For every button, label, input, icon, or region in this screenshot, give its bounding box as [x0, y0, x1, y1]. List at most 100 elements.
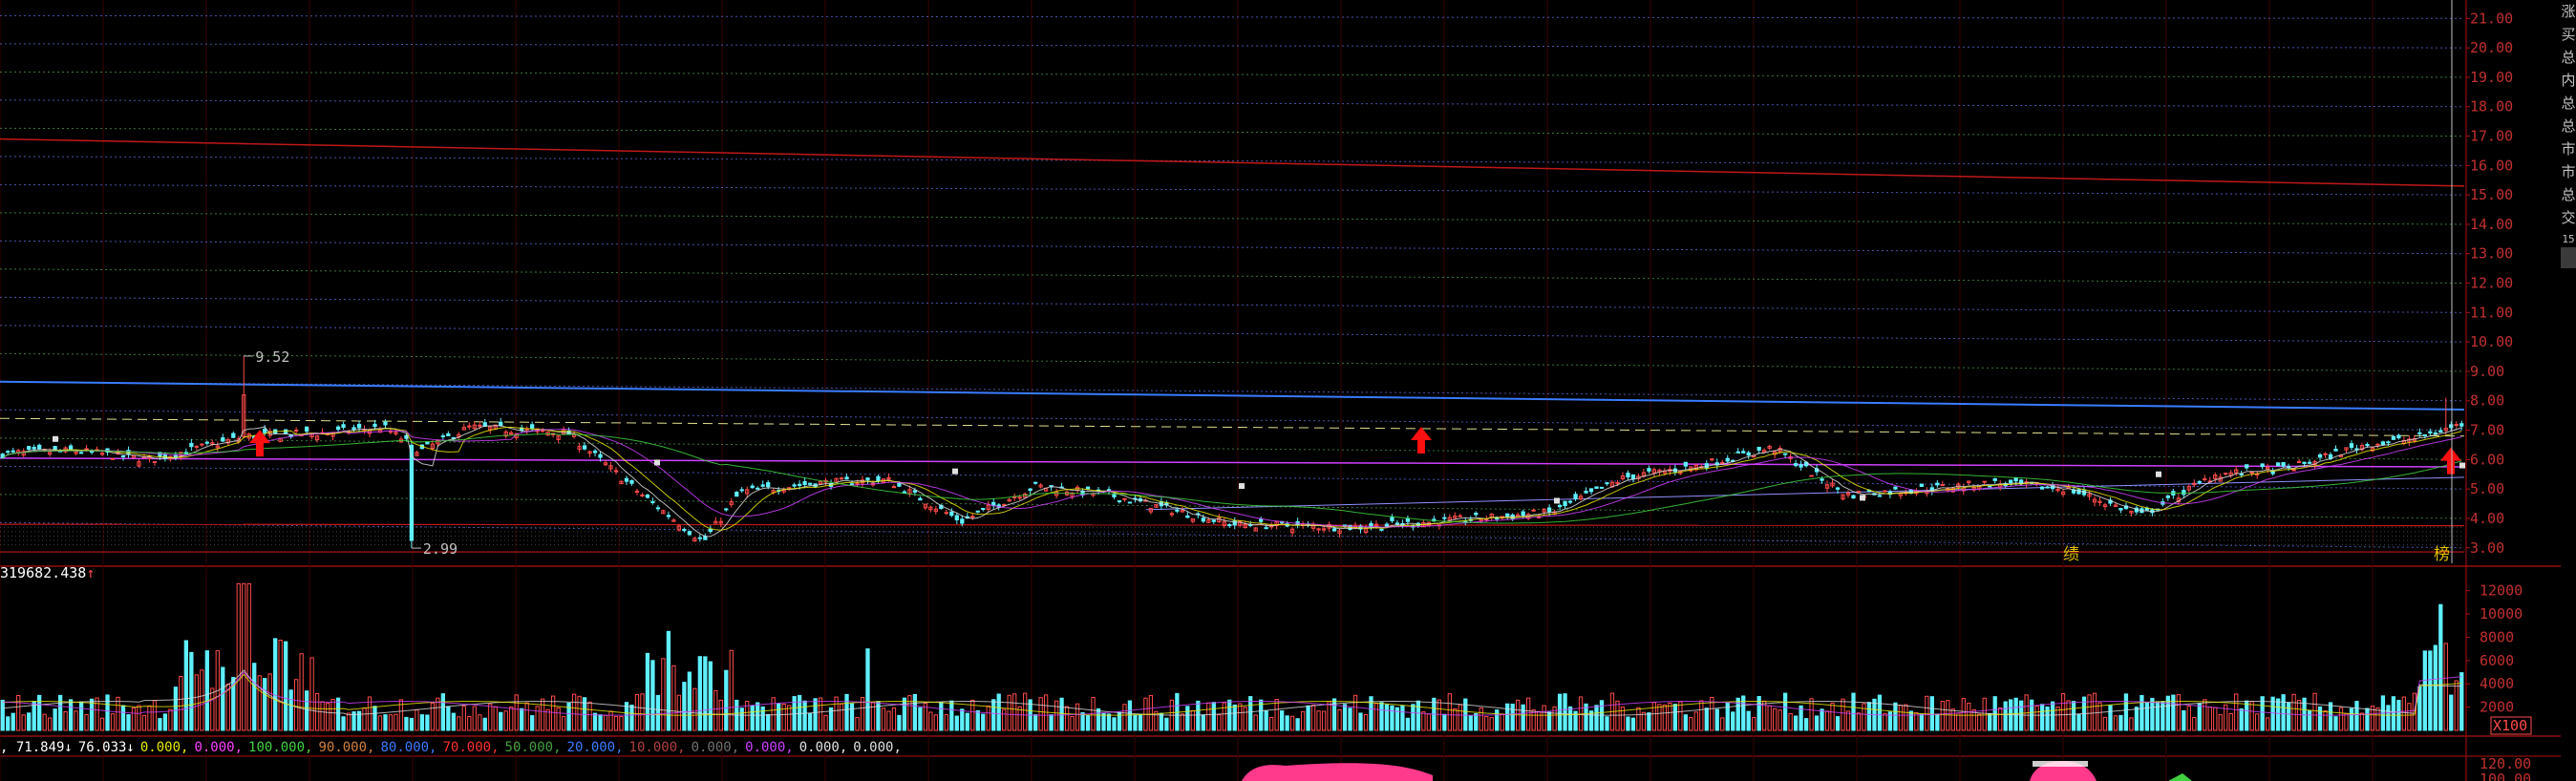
price-tick-label: 3.00	[2470, 539, 2504, 557]
signal-square	[1860, 495, 1865, 501]
candle-body	[2275, 462, 2281, 467]
volume-bar	[1217, 714, 1222, 731]
volume-bar	[860, 697, 865, 731]
volume-bar	[1138, 714, 1143, 731]
candle-body	[1379, 528, 1384, 531]
volume-bar	[2459, 672, 2464, 731]
candle-body	[2113, 504, 2118, 507]
volume-bar	[2140, 694, 2144, 731]
candle-body	[1264, 527, 1268, 530]
volume-bar	[1206, 702, 1211, 731]
volume-bar	[1929, 696, 1934, 731]
volume-bar	[1196, 700, 1201, 731]
volume-bar	[2317, 706, 2323, 731]
candle-body	[152, 461, 158, 464]
candle-body	[1442, 517, 1447, 519]
volume-bar	[1788, 712, 1793, 731]
volume-bar	[467, 716, 472, 731]
indicator-value-11: 0.000,	[691, 740, 740, 755]
volume-ma-line	[2, 669, 2462, 716]
volume-bar	[813, 698, 818, 731]
volume-bar	[849, 703, 855, 731]
volume-bar	[1542, 705, 1546, 731]
volume-bar	[1453, 707, 1458, 731]
candle-body	[1017, 496, 1022, 499]
candle-body	[488, 426, 493, 431]
price-level-line	[0, 14, 2465, 19]
volume-tick-label: 8000	[2480, 628, 2514, 645]
side-info-panel: 涨 买 总 内 总 总 市 市 总 交 15	[2561, 0, 2576, 781]
volume-bar	[1835, 716, 1841, 731]
volume-bar	[577, 695, 582, 731]
candle-body	[1940, 484, 1945, 487]
candle-body	[2192, 482, 2197, 486]
price-level-line	[0, 43, 2465, 49]
side-item-9: 交	[2561, 209, 2576, 226]
candle-body	[2013, 476, 2018, 482]
candle-body	[89, 451, 95, 454]
signal-square	[53, 435, 58, 442]
price-level-line	[0, 381, 2465, 402]
volume-bar	[1154, 710, 1159, 731]
volume-bar	[2312, 692, 2317, 731]
volume-bar	[210, 687, 215, 731]
volume-bar	[1080, 711, 1085, 731]
volume-bar	[1489, 717, 1494, 731]
candle-body	[231, 433, 236, 438]
volume-bar	[2349, 707, 2354, 731]
candle-body	[1746, 452, 1751, 456]
volume-bar	[1647, 712, 1651, 731]
price-level-line	[0, 240, 2465, 255]
indicator-value-6: 80.000,	[380, 740, 437, 755]
price-level-line	[0, 212, 2465, 225]
volume-bar	[1731, 711, 1735, 731]
volume-bar	[2182, 709, 2186, 731]
dashed-level-line	[0, 417, 2465, 437]
volume-bar	[1285, 715, 1289, 731]
candle-body	[2224, 473, 2228, 475]
volume-bar	[95, 697, 99, 731]
volume-bar	[2186, 706, 2191, 731]
candle-body	[1206, 519, 1211, 523]
volume-bar	[2207, 707, 2212, 731]
volume-bar	[981, 713, 986, 731]
volume-bar	[1310, 705, 1316, 731]
volume-bar	[1238, 703, 1243, 731]
volume-bar	[1925, 695, 1929, 731]
volume-bar	[1741, 695, 1746, 731]
candle-body	[2097, 500, 2102, 503]
volume-bar	[991, 699, 996, 731]
volume-bar	[844, 693, 849, 731]
candle-body	[215, 445, 220, 449]
volume-bar	[1222, 702, 1226, 731]
volume-bar	[598, 714, 603, 731]
price-level-line	[0, 521, 2465, 549]
volume-bar	[68, 699, 74, 731]
volume-bar	[1756, 695, 1761, 731]
high-price-label: 9.52	[255, 348, 289, 366]
candle-body	[1316, 528, 1321, 531]
candle-body	[2249, 472, 2254, 475]
price-tick-label: 19.00	[2470, 69, 2513, 86]
volume-bar	[1295, 718, 1300, 731]
ma-line-60	[2, 433, 2462, 524]
volume-bar	[1096, 707, 1101, 731]
resistance-red-line	[0, 137, 2465, 187]
side-scroll-block[interactable]	[2561, 247, 2576, 268]
volume-bar	[923, 703, 928, 731]
volume-bar	[1678, 701, 1683, 731]
volume-bar	[1085, 715, 1091, 731]
volume-bar	[1950, 708, 1955, 731]
candle-body	[1274, 520, 1279, 527]
volume-bar	[1390, 705, 1394, 731]
candle-body	[478, 424, 482, 427]
candle-body	[1521, 511, 1525, 517]
volume-bar	[246, 582, 251, 731]
price-tick-label: 7.00	[2470, 422, 2504, 439]
volume-bar	[1672, 704, 1677, 731]
candle-body	[1373, 523, 1379, 527]
candle-body	[1238, 520, 1243, 526]
volume-bar	[1122, 704, 1127, 731]
volume-bar	[1259, 699, 1264, 731]
